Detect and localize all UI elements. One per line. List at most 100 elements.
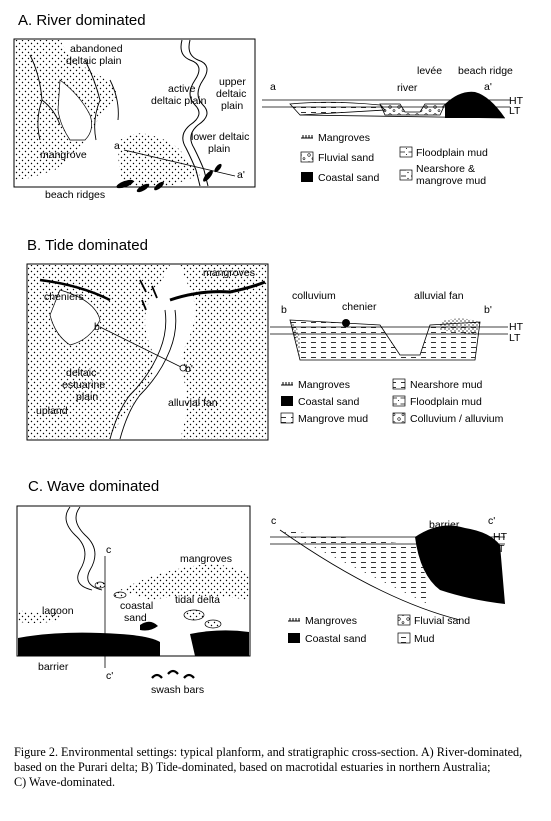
xs-beach-ridge: beach ridge [458, 65, 513, 77]
label-active: active [168, 83, 196, 95]
label-plain: plain [76, 391, 98, 403]
label-upper: upper [219, 76, 246, 88]
floodplain-mud-icon [399, 146, 413, 158]
xs-chenier: chenier [342, 301, 377, 313]
label-tidal-delta: tidal delta [175, 594, 220, 606]
label-lower-deltaic: lower deltaic [191, 131, 249, 143]
xs-lt-c: LT [493, 543, 505, 555]
colluvium-icon [392, 412, 406, 424]
legend-colluvium: Colluvium / alluvium [410, 413, 504, 425]
nearshore-mud-icon [399, 169, 413, 181]
mangrove-mud-icon [280, 412, 294, 424]
fluvial-sand-icon [397, 614, 411, 626]
xs-alluvial-fan: alluvial fan [414, 290, 464, 302]
label-section-a-prime: a' [237, 169, 245, 181]
xs-ht-b: HT [509, 321, 524, 333]
wave-cross-section: c c' barrier HT LT [270, 515, 508, 621]
wave-planform-labels: c c' mangroves lagoon coastal sand tidal… [38, 544, 232, 696]
legend-fluvial-sand-c: Fluvial sand [414, 615, 470, 627]
coastal-sand-icon [281, 396, 293, 406]
mud-icon [397, 632, 411, 644]
wave-planform-map [16, 505, 251, 679]
legend-nearshore-1: Nearshore & [416, 163, 475, 175]
legend-nearshore-mud: Nearshore mud [410, 379, 483, 391]
caption-line-1: Figure 2. Environmental settings: typica… [14, 745, 523, 759]
label-upper-deltaic: deltaic [216, 88, 246, 100]
floodplain-mud-icon [392, 395, 406, 407]
legend-floodplain-mud: Floodplain mud [416, 147, 488, 159]
xs-barrier: barrier [429, 519, 460, 531]
figure-caption: Figure 2. Environmental settings: typica… [14, 745, 542, 790]
label-estuarine: estuarine [62, 379, 105, 391]
label-alluvial-fan: alluvial fan [168, 397, 218, 409]
label-deltaic: deltaic- [66, 367, 100, 379]
label-upland: upland [36, 405, 68, 417]
river-planform-map [13, 38, 256, 193]
xs-river: river [397, 82, 418, 94]
mangroves-icon [288, 618, 300, 622]
xs-c: c [271, 515, 276, 527]
xs-levee: levée [417, 65, 442, 77]
legend-mangroves: Mangroves [318, 132, 370, 144]
caption-line-2: based on the Purari delta; B) Tide-domin… [14, 760, 491, 774]
legend-floodplain-mud-b: Floodplain mud [410, 396, 482, 408]
legend-coastal-sand: Coastal sand [318, 172, 379, 184]
label-section-a: a [114, 140, 120, 152]
label-mangroves: mangroves [203, 267, 255, 279]
label-active-deltaic-plain: deltaic plain [151, 95, 207, 107]
river-legend: Mangroves Fluvial sand Coastal sand Floo… [300, 132, 488, 187]
xs-ht-c: HT [493, 531, 508, 543]
legend-coastal-sand-c: Coastal sand [305, 633, 366, 645]
legend-fluvial-sand: Fluvial sand [318, 152, 374, 164]
legend-mangroves-b: Mangroves [298, 379, 350, 391]
label-coastal: coastal [120, 600, 153, 612]
label-barrier: barrier [38, 661, 69, 673]
panel-a-title: A. River dominated [18, 12, 146, 29]
tide-planform-map [26, 263, 269, 441]
label-sand: sand [124, 612, 147, 624]
xs-b: b [281, 304, 287, 316]
legend-nearshore-2: mangrove mud [416, 175, 486, 187]
xs-b-prime: b' [484, 304, 492, 316]
label-abandoned: abandoned [70, 43, 123, 55]
label-swash-bars: swash bars [151, 684, 204, 696]
legend-mangroves-c: Mangroves [305, 615, 357, 627]
coastal-sand-icon [288, 633, 300, 643]
xs-a-prime: a' [484, 81, 492, 93]
fluvial-sand-icon [300, 151, 314, 163]
river-cross-section: a a' river levée beach ridge HT LT [262, 65, 524, 119]
legend-mangrove-mud: Mangrove mud [298, 413, 368, 425]
tide-cross-section: colluvium chenier alluvial fan b b' HT L… [270, 290, 524, 361]
panel-c-title: C. Wave dominated [28, 478, 160, 495]
tide-legend: Mangroves Coastal sand Mangrove mud Near… [280, 378, 504, 425]
xs-a: a [270, 81, 276, 93]
river-planform-labels: abandoned deltaic plain active deltaic p… [40, 43, 249, 201]
mangroves-icon [301, 135, 313, 139]
xs-ht: HT [509, 95, 524, 107]
label-beach-ridges: beach ridges [45, 189, 105, 201]
label-section-c-prime: c' [106, 670, 113, 682]
wave-legend: Mangroves Coastal sand Fluvial sand Mud [288, 614, 470, 645]
panel-b-title: B. Tide dominated [27, 237, 148, 254]
xs-colluvium: colluvium [292, 290, 336, 302]
nearshore-mud-icon [392, 378, 406, 390]
label-cheniers: cheniers [44, 291, 84, 303]
caption-line-3: C) Wave-dominated. [14, 775, 116, 789]
label-lagoon: lagoon [42, 605, 74, 617]
xs-lt-b: LT [509, 332, 521, 344]
label-section-c: c [106, 544, 111, 556]
label-deltaic-plain: deltaic plain [66, 55, 122, 67]
label-lower-plain: plain [208, 143, 230, 155]
legend-mud: Mud [414, 633, 435, 645]
label-upper-plain: plain [221, 100, 243, 112]
mangroves-icon [281, 382, 293, 386]
label-mangrove: mangrove [40, 149, 87, 161]
label-section-b-prime: b' [185, 363, 193, 375]
legend-coastal-sand-b: Coastal sand [298, 396, 359, 408]
xs-c-prime: c' [488, 515, 495, 527]
tide-planform-labels: mangroves cheniers b b' deltaic- estuari… [36, 267, 255, 417]
label-section-b: b [94, 321, 100, 333]
xs-lt: LT [509, 105, 521, 117]
label-mangroves-c: mangroves [180, 553, 232, 565]
